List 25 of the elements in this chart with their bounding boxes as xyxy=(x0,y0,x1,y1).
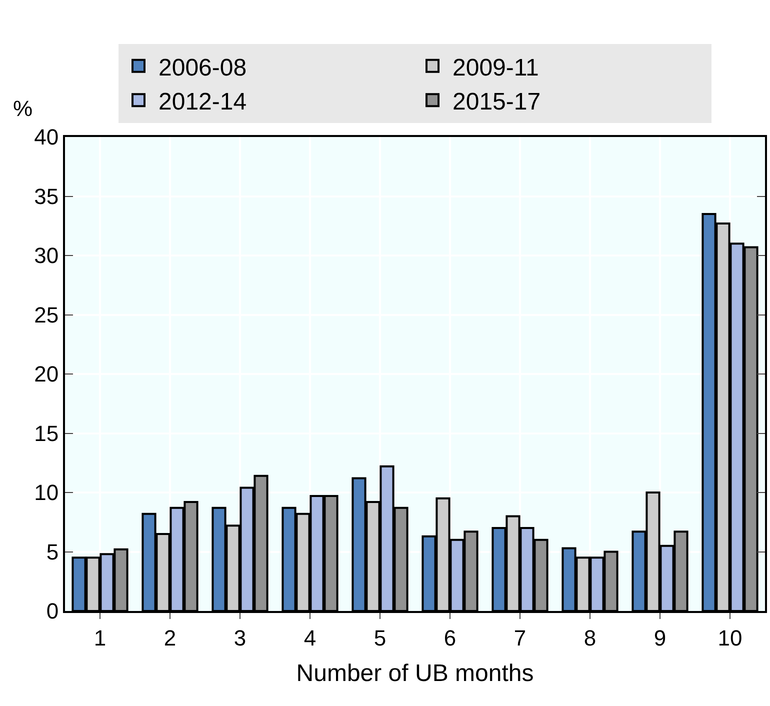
y-tick-label: 5 xyxy=(46,539,59,564)
x-tick-label: 1 xyxy=(94,625,106,650)
legend-label: 2012-14 xyxy=(158,88,247,116)
x-axis-title: Number of UB months xyxy=(296,660,534,688)
y-tick-label: 15 xyxy=(34,420,59,446)
y-axis-title: % xyxy=(13,96,33,121)
y-tick-label: 10 xyxy=(34,480,59,506)
y-tick-label: 20 xyxy=(34,362,59,387)
x-tick-label: 4 xyxy=(304,625,316,650)
y-tick-label: 25 xyxy=(34,302,59,328)
legend-label: 2006-08 xyxy=(158,54,247,82)
x-tick-label: 5 xyxy=(374,625,386,650)
y-tick-label: 0 xyxy=(46,598,59,624)
x-tick-label: 3 xyxy=(234,625,246,650)
legend-label: 2015-17 xyxy=(452,88,541,116)
x-tick-label: 8 xyxy=(584,625,596,650)
legend-label: 2009-11 xyxy=(452,54,539,82)
y-tick-label: 35 xyxy=(34,184,59,209)
x-tick-label: 10 xyxy=(718,625,742,650)
x-tick-label: 7 xyxy=(514,625,526,650)
y-tick-label: 40 xyxy=(34,124,59,150)
y-tick-label: 30 xyxy=(34,243,59,268)
x-tick-label: 6 xyxy=(444,625,456,650)
x-tick-label: 2 xyxy=(164,625,176,650)
x-tick-label: 9 xyxy=(654,625,666,650)
